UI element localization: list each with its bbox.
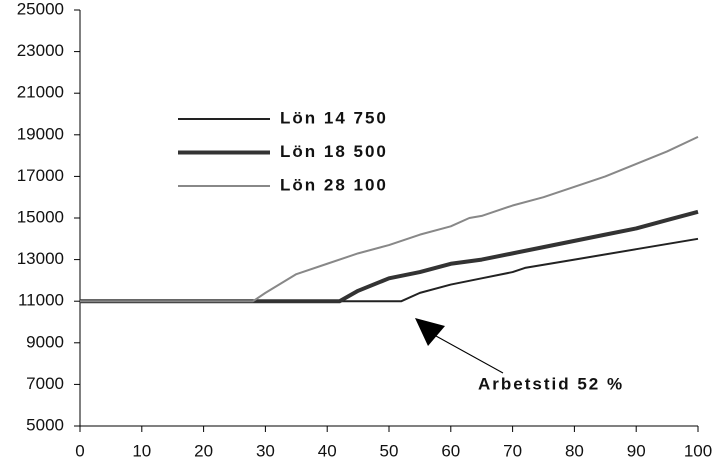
x-tick-label: 90	[627, 441, 646, 460]
x-tick-label: 70	[503, 441, 522, 460]
x-tick-label: 100	[684, 441, 712, 460]
y-tick-label: 15000	[17, 207, 64, 226]
x-tick-label: 40	[318, 441, 337, 460]
annotation-arrow-head	[415, 318, 445, 346]
y-tick-label: 5000	[26, 415, 64, 434]
x-tick-label: 80	[565, 441, 584, 460]
y-tick-label: 9000	[26, 332, 64, 351]
y-tick-label: 11000	[18, 291, 64, 310]
annotation-arrow	[435, 335, 504, 374]
y-tick-label: 23000	[17, 41, 64, 60]
y-tick-label: 17000	[17, 166, 64, 185]
y-tick-label: 13000	[17, 249, 64, 268]
x-tick-label: 0	[75, 441, 84, 460]
x-tick-label: 10	[132, 441, 151, 460]
x-tick-label: 30	[256, 441, 275, 460]
legend-label: Lön 28 100	[280, 175, 388, 194]
legend-label: Lön 18 500	[280, 142, 388, 161]
series-line	[80, 209, 699, 304]
x-tick-label: 60	[441, 441, 460, 460]
y-tick-label: 7000	[26, 374, 64, 393]
x-tick-label: 20	[194, 441, 213, 460]
y-tick-label: 25000	[17, 0, 64, 18]
series-line	[80, 237, 699, 303]
annotation: Arbetstid 52 %	[478, 374, 624, 393]
y-tick-label: 19000	[17, 124, 64, 143]
series-line	[80, 135, 699, 303]
legend-label: Lön 14 750	[280, 108, 388, 127]
y-tick-label: 21000	[17, 83, 64, 102]
x-tick-label: 50	[380, 441, 399, 460]
